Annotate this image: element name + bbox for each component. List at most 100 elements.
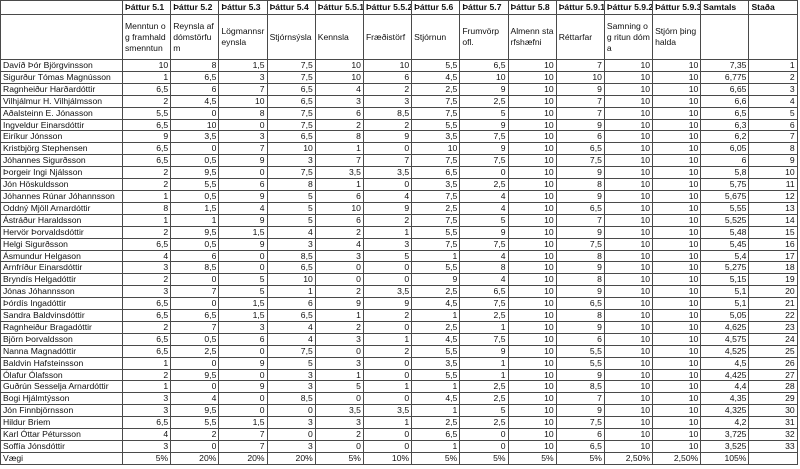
column-subheader[interactable] [0,14,123,60]
score-cell[interactable]: 10 [603,94,654,108]
score-cell[interactable]: 2,5 [411,416,461,430]
score-cell[interactable]: 10 [507,106,557,120]
rank-cell[interactable]: 4 [748,94,798,108]
score-cell[interactable]: 4 [314,237,364,251]
rank-cell[interactable]: 15 [748,225,798,239]
score-cell[interactable]: 9 [362,130,413,144]
score-cell[interactable]: 2,5 [459,392,509,406]
score-cell[interactable]: 9 [314,297,364,311]
rank-cell[interactable]: 21 [748,297,798,311]
score-cell[interactable]: 7,5 [459,297,509,311]
score-cell[interactable]: 10 [507,428,557,441]
score-cell[interactable]: 0 [218,261,268,275]
column-header[interactable]: Þáttur 5.7 [459,0,509,15]
score-cell[interactable]: 10 [507,309,557,322]
score-cell[interactable]: 10 [603,392,654,406]
score-cell[interactable]: 10 [603,261,654,275]
total-cell[interactable]: 5,1 [700,285,750,299]
score-cell[interactable]: 2 [362,309,413,322]
score-cell[interactable]: 10 [507,82,557,96]
score-cell[interactable]: 0 [362,440,413,453]
score-cell[interactable]: 3 [314,356,364,370]
candidate-name[interactable]: Jóhannes Sigurðsson [0,154,123,168]
score-cell[interactable]: 3 [314,332,364,346]
score-cell[interactable]: 6,5 [121,82,172,96]
score-cell[interactable]: 10 [652,70,702,84]
score-cell[interactable]: 10 [170,118,220,132]
score-cell[interactable]: 7,5 [555,237,605,251]
total-cell[interactable]: 5,75 [700,178,750,191]
candidate-name[interactable]: Ásmundur Helgason [0,249,123,263]
rank-cell[interactable]: 23 [748,320,798,334]
score-cell[interactable]: 7,5 [411,237,461,251]
score-cell[interactable]: 0 [362,368,413,382]
column-subheader[interactable]: Reynsla af dómstörfum [170,14,220,60]
score-cell[interactable]: 2 [314,225,364,239]
score-cell[interactable]: 6,5 [266,130,316,144]
score-cell[interactable]: 0,5 [170,154,220,168]
score-cell[interactable]: 4 [218,201,268,215]
score-cell[interactable]: 9 [555,82,605,96]
weight-cell[interactable]: 5% [555,451,605,465]
score-cell[interactable]: 10 [652,404,702,418]
score-cell[interactable]: 0 [459,428,509,441]
rank-cell[interactable]: 14 [748,213,798,227]
score-cell[interactable]: 1 [459,368,509,382]
score-cell[interactable]: 0 [170,142,220,156]
score-cell[interactable]: 1,5 [218,225,268,239]
weight-total[interactable]: 105% [700,451,750,465]
score-cell[interactable]: 6,5 [266,309,316,322]
score-cell[interactable]: 6 [266,297,316,311]
total-cell[interactable]: 6,775 [700,70,750,84]
column-subheader[interactable]: Menntun og framhaldsmenntun [121,14,172,60]
score-cell[interactable]: 7 [314,154,364,168]
score-cell[interactable]: 7,5 [266,106,316,120]
score-cell[interactable]: 3 [121,285,172,299]
score-cell[interactable]: 7,5 [266,344,316,358]
weight-cell[interactable]: 5% [411,451,461,465]
total-cell[interactable]: 5,1 [700,297,750,311]
total-cell[interactable]: 7,35 [700,59,750,72]
score-cell[interactable]: 10 [507,237,557,251]
score-cell[interactable]: 10 [652,428,702,441]
candidate-name[interactable]: Eiríkur Jónsson [0,130,123,144]
rank-cell[interactable]: 9 [748,154,798,168]
column-subheader[interactable]: Lögmannsreynsla [218,14,268,60]
score-cell[interactable]: 10 [652,82,702,96]
score-cell[interactable]: 7,5 [411,154,461,168]
score-cell[interactable]: 0 [459,166,509,180]
rank-cell[interactable]: 33 [748,440,798,453]
score-cell[interactable]: 0 [170,106,220,120]
score-cell[interactable]: 0 [218,249,268,263]
score-cell[interactable]: 10 [652,416,702,430]
score-cell[interactable]: 2 [314,428,364,441]
rank-cell[interactable]: 10 [748,166,798,180]
score-cell[interactable]: 9 [218,356,268,370]
score-cell[interactable]: 6,5 [170,309,220,322]
score-cell[interactable]: 5 [218,285,268,299]
score-cell[interactable]: 10 [652,392,702,406]
weight-cell[interactable]: 5% [507,451,557,465]
rank-cell[interactable]: 16 [748,237,798,251]
score-cell[interactable]: 4,5 [411,297,461,311]
candidate-name[interactable]: Kristbjörg Stephensen [0,142,123,156]
total-cell[interactable]: 6,5 [700,106,750,120]
column-subheader[interactable] [748,14,798,60]
score-cell[interactable]: 1 [411,309,461,322]
score-cell[interactable]: 3,5 [411,356,461,370]
score-cell[interactable]: 0 [218,166,268,180]
score-cell[interactable]: 3 [314,94,364,108]
score-cell[interactable]: 9 [459,118,509,132]
score-cell[interactable]: 9 [218,380,268,394]
column-header[interactable]: Þáttur 5.8 [507,0,557,15]
score-cell[interactable]: 10 [652,154,702,168]
score-cell[interactable]: 0 [170,297,220,311]
score-cell[interactable]: 10 [652,166,702,180]
score-cell[interactable]: 6,5 [170,70,220,84]
score-cell[interactable]: 10 [314,201,364,215]
score-cell[interactable]: 7 [218,82,268,96]
total-cell[interactable]: 4,525 [700,344,750,358]
candidate-name[interactable]: Bogi Hjálmtýsson [0,392,123,406]
score-cell[interactable]: 10 [652,273,702,287]
score-cell[interactable]: 0,5 [170,189,220,203]
